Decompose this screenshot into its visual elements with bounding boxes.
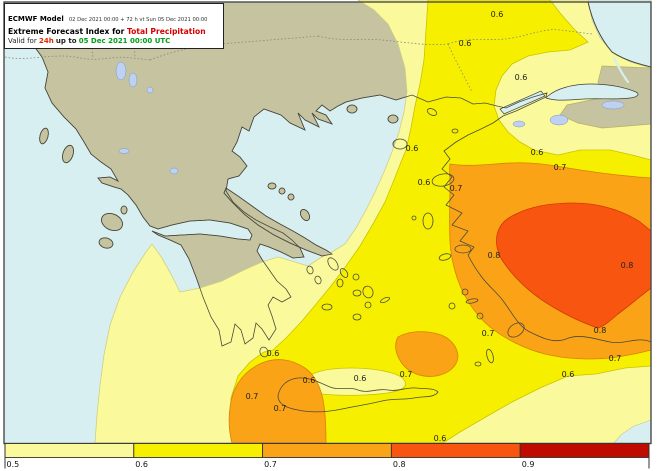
valid-time: 05 Dec 2021 00:00 UTC	[78, 36, 171, 45]
contour-label: 0.6	[418, 178, 431, 187]
contour-label: 0.7	[274, 404, 287, 413]
colorbar-value-label: 0.7	[264, 460, 277, 469]
contour-label: 0.7	[482, 329, 495, 338]
efi-region-0p7-east-of-crete	[395, 331, 459, 377]
valid-line: Valid for 24h up to 05 Dec 2021 00:00 UT…	[8, 36, 171, 45]
contour-label: 0.6	[459, 39, 472, 48]
model-run-line: ECMWF Model 02 Dec 2021 00:00 + 72 h vt …	[8, 6, 220, 27]
colorbar-segment-0.5	[4, 443, 135, 458]
coastline-layer	[3, 1, 652, 413]
contour-label: 0.7	[246, 392, 259, 401]
colorbar-value-label: 0.9	[522, 460, 535, 469]
black-sea-coastline	[587, 1, 652, 68]
colorbar-value-label: 0.5	[7, 460, 20, 469]
parameter-name: Total Precipitation	[127, 26, 206, 36]
contour-label: 0.7	[609, 354, 622, 363]
map-title: Extreme Forecast Index for Total Precipi…	[8, 26, 206, 36]
contour-label: 0.8	[594, 326, 607, 335]
colorbar-segment-0.9	[519, 443, 650, 458]
contour-labels-layer: 0.6 0.6 0.6 0.6 0.6 0.7 0.6 0.7 0.8 0.8 0.8 0.7 0.7 0…	[246, 10, 634, 443]
contour-label: 0.6	[303, 376, 316, 385]
valid-period: 24h	[38, 36, 54, 45]
colorbar-value-label: 0.8	[393, 460, 406, 469]
colorbar-segment-0.6	[133, 443, 264, 458]
contour-label: 0.7	[400, 370, 413, 379]
contour-label: 0.6	[491, 10, 504, 19]
contour-label: 0.8	[621, 261, 634, 270]
efi-region-0p8	[496, 202, 652, 329]
contour-label: 0.6	[406, 144, 419, 153]
model-name: ECMWF Model	[8, 15, 64, 23]
map-title-box: ECMWF Model 02 Dec 2021 00:00 + 72 h vt …	[4, 3, 224, 49]
bosphorus-strait	[612, 56, 630, 84]
colorbar-legend: 0.5 0.6 0.7 0.8 0.9	[4, 443, 650, 469]
efi-region-0p7-west-of-crete	[228, 359, 327, 444]
sea-of-marmara	[545, 83, 639, 101]
contour-label: 0.6	[531, 148, 544, 157]
colorbar-segment-0.8	[390, 443, 521, 458]
contour-label: 0.6	[267, 349, 280, 358]
contour-label: 0.7	[450, 184, 463, 193]
contour-label: 0.8	[488, 251, 501, 260]
colorbar-segment-0.7	[262, 443, 392, 458]
contour-label: 0.7	[554, 163, 567, 172]
contour-label: 0.6	[562, 370, 575, 379]
run-info: 02 Dec 2021 00:00 + 72 h vt Sun 05 Dec 2…	[68, 17, 208, 23]
colorbar-value-label: 0.6	[135, 460, 148, 469]
contour-label: 0.6	[434, 434, 447, 443]
efi-shading-layer	[94, 0, 652, 444]
contour-label: 0.6	[515, 73, 528, 82]
contour-label: 0.6	[354, 374, 367, 383]
